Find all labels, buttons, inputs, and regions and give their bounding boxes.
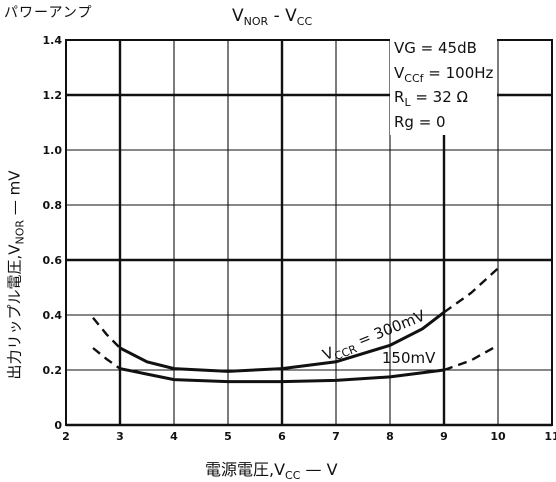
x-tick-label: 3 bbox=[116, 430, 124, 443]
y-axis-label: 出力リップル電圧,VNOR — mV bbox=[5, 170, 27, 380]
x-tick-label: 2 bbox=[62, 430, 70, 443]
y-tick-label: 0.6 bbox=[43, 254, 63, 267]
conditions-box: VG = 45dB VCCf = 100Hz RL = 32 Ω Rg = 0 bbox=[390, 37, 498, 135]
y-tick-label: 0.8 bbox=[43, 199, 63, 212]
x-tick-label: 6 bbox=[278, 430, 286, 443]
y-tick-label: 1.0 bbox=[43, 144, 63, 157]
series-line-dashed-right bbox=[443, 344, 499, 372]
y-tick-label: 0 bbox=[54, 419, 62, 432]
y-tick-label: 1.4 bbox=[43, 34, 63, 47]
chart-title: VNOR - VCC bbox=[232, 6, 313, 28]
x-tick-label: 7 bbox=[332, 430, 340, 443]
x-axis-label: 電源電圧,VCC — V bbox=[205, 460, 338, 482]
series-line-dashed-left bbox=[92, 347, 121, 370]
x-tick-label: 5 bbox=[224, 430, 232, 443]
x-tick-label: 10 bbox=[490, 430, 506, 443]
x-tick-label: 11 bbox=[544, 430, 556, 443]
condition-rg: Rg = 0 bbox=[394, 112, 446, 131]
corner-label: パワーアンプ bbox=[4, 5, 93, 21]
series-line-dashed-left bbox=[92, 317, 121, 349]
x-tick-label: 4 bbox=[170, 430, 178, 443]
series-line-solid bbox=[119, 311, 445, 373]
series-label-150mv: 150mV bbox=[382, 349, 436, 367]
tick-labels: 2 3 4 5 6 7 8 9 10 11 0 0.2 0.4 0.6 0.8 1.0 1.2 1.4 bbox=[43, 34, 556, 443]
x-tick-label: 9 bbox=[440, 430, 448, 443]
condition-vg: VG = 45dB bbox=[394, 39, 477, 57]
y-tick-label: 0.4 bbox=[43, 309, 63, 322]
condition-vccf: VCCf = 100Hz bbox=[394, 63, 494, 85]
y-tick-label: 1.2 bbox=[43, 89, 63, 102]
series-line-solid bbox=[119, 367, 445, 384]
series-line-dashed-right bbox=[443, 267, 499, 314]
x-tick-label: 8 bbox=[386, 430, 394, 443]
condition-rl: RL = 32 Ω bbox=[394, 88, 468, 109]
y-tick-label: 0.2 bbox=[43, 364, 63, 377]
series bbox=[92, 267, 499, 384]
